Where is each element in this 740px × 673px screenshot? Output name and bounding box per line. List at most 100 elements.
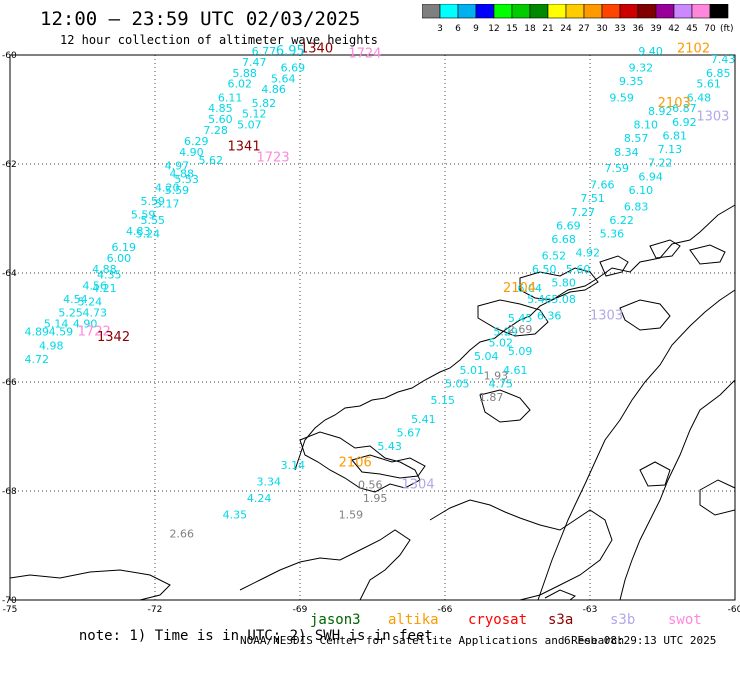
swh-value-label: 4.72 <box>25 353 50 366</box>
swh-low-value-label: 1.93 <box>484 369 509 382</box>
page-title: 12:00 – 23:59 UTC 02/03/2025 <box>40 8 361 30</box>
satellite-legend-altika: altika <box>388 612 439 628</box>
scale-swatch <box>709 4 729 19</box>
swh-value-label: 6.83 <box>624 200 649 213</box>
swh-value-label: 9.59 <box>609 91 634 104</box>
lat-label: -64 <box>2 269 17 279</box>
note-text: note: 1) Time is in UTC; 2) SWH is in fe… <box>78 628 433 644</box>
lat-label: -62 <box>2 160 17 170</box>
swh-value-label: 4.21 <box>92 282 117 295</box>
pass-time-label: 6.95 <box>276 44 305 59</box>
pass-time-label: 2103 <box>658 96 691 111</box>
swh-value-label: 6.22 <box>609 214 634 227</box>
lat-label: -66 <box>2 378 17 388</box>
swh-value-label: 5.43 <box>377 440 402 453</box>
swh-value-label: 6.00 <box>107 252 131 265</box>
swh-value-label: 5.25 <box>58 307 82 320</box>
lat-label: -60 <box>2 51 17 61</box>
swh-value-label: 5.82 <box>252 97 277 110</box>
scale-tick-label: 45 <box>686 24 697 34</box>
swh-value-label: 5.55 <box>141 214 166 227</box>
scale-tick-label: 30 <box>596 24 608 34</box>
lon-label: -66 <box>438 605 453 615</box>
swh-value-label: 7.43 <box>711 53 736 66</box>
scale-tick-label: 6 <box>455 24 461 34</box>
graticule <box>10 55 735 600</box>
swh-value-label: 3.14 <box>281 459 306 472</box>
swh-value-label: 4.54 <box>63 293 88 306</box>
scale-tick-label: 3 <box>437 24 443 34</box>
swh-low-value-label: 1.95 <box>363 492 388 505</box>
pass-time-label: 1342 <box>97 330 130 345</box>
swh-value-label: 5.02 <box>489 337 514 350</box>
swh-value-label: 4.92 <box>576 247 601 260</box>
swh-value-label: 5.05 <box>445 377 470 390</box>
pass-time-label: 1304 <box>402 477 435 492</box>
swh-value-label: 5.61 <box>696 78 721 91</box>
scale-tick-label: 42 <box>668 24 679 34</box>
swh-value-label: 5.24 <box>136 228 161 241</box>
swh-value-label: 5.07 <box>237 119 262 132</box>
swh-low-value-label: 1.59 <box>339 508 364 521</box>
swh-value-label: 4.59 <box>49 326 74 339</box>
swh-value-label: 6.68 <box>551 233 576 246</box>
swh-value-label: 5.60 <box>566 263 591 276</box>
swh-low-value-label: 0.56 <box>358 478 383 491</box>
swh-value-label: 5.17 <box>155 198 180 211</box>
swh-value-label: 6.94 <box>638 170 663 183</box>
swh-value-label: 5.29 <box>493 326 518 339</box>
swh-value-label: 6.87 <box>672 102 697 115</box>
scale-tick-label: 39 <box>650 24 662 34</box>
swh-value-label: 6.48 <box>687 91 712 104</box>
swh-value-label: 9.35 <box>619 75 644 88</box>
lat-label: -68 <box>2 487 17 497</box>
swh-value-label: 8.92 <box>648 105 673 118</box>
swh-value-label: 8.34 <box>614 146 639 159</box>
scale-tick-label: 12 <box>488 24 499 34</box>
swh-value-label: 5.08 <box>551 293 576 306</box>
pass-time-label: 1724 <box>348 47 381 62</box>
pass-time-label: 1722 <box>78 325 111 340</box>
swh-value-label: 5.62 <box>199 154 224 167</box>
swh-value-label: 6.29 <box>184 135 209 148</box>
lon-label: -72 <box>148 605 163 615</box>
swh-value-label: 6.10 <box>629 184 654 197</box>
satellite-legend-s3b: s3b <box>610 612 636 628</box>
swh-value-label: 5.88 <box>232 67 256 80</box>
pass-time-label: 2102 <box>677 41 710 56</box>
map-frame <box>9 54 736 601</box>
pass-time-label: 1341 <box>228 139 261 154</box>
satellite-legend-swot: swot <box>668 612 702 628</box>
swh-value-label: 4.86 <box>261 83 286 96</box>
swh-value-label: 9.40 <box>638 45 663 58</box>
swh-value-label: 5.46 <box>527 293 552 306</box>
pass-time-label: 1723 <box>257 150 290 165</box>
scale-tick-label: 21 <box>542 24 553 34</box>
scale-tick-label: 70 <box>704 24 716 34</box>
satellite-legend-cryosat: cryosat <box>468 612 528 628</box>
lon-label: -69 <box>293 605 308 615</box>
swh-values: 6.777.47 6.69 5.88 5.64 6.02 4.86 6.11 5.82 4.85… <box>25 41 736 540</box>
swh-value-label: 5.59 <box>165 184 190 197</box>
swh-value-label: 5.12 <box>242 108 267 121</box>
swh-value-label: 6.50 <box>532 263 557 276</box>
swh-value-label: 5.04 <box>474 350 499 363</box>
swh-value-label: 6.81 <box>663 129 688 142</box>
lat-label: -70 <box>2 596 17 606</box>
lon-label: -60 <box>728 605 740 615</box>
lon-label: -75 <box>3 605 18 615</box>
scale-tick-label: 27 <box>578 24 589 34</box>
swh-value-label: 7.47 <box>242 56 267 69</box>
swh-value-label: 6.77 <box>252 45 277 58</box>
color-scale-legend: 3 6 9 12 15 18 21 24 27 30 33 36 39 42 45 70 (ft) <box>422 4 734 34</box>
coastline <box>9 204 736 601</box>
swh-value-label: 5.36 <box>600 228 625 241</box>
swh-value-label: 7.51 <box>580 192 605 205</box>
swh-value-label: 4.90 <box>73 318 98 331</box>
swh-value-label: 4.88 <box>170 168 195 181</box>
swh-value-label: 6.52 <box>542 249 567 262</box>
swh-value-label: 5.67 <box>397 427 422 440</box>
swh-value-label: 5.53 <box>174 173 199 186</box>
swh-value-label: 5.09 <box>508 345 533 358</box>
swh-low-value-label: 2.69 <box>508 323 533 336</box>
